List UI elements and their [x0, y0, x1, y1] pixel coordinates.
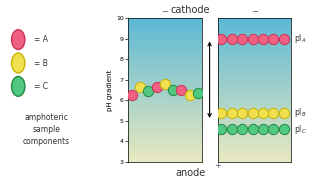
Point [271, 37, 276, 40]
Point [260, 128, 266, 130]
Point [195, 91, 200, 94]
Text: pI$_A$: pI$_A$ [294, 32, 307, 45]
Point [171, 88, 176, 91]
Y-axis label: pH gradient: pH gradient [107, 69, 113, 111]
Point [260, 37, 266, 40]
Text: = A: = A [34, 35, 48, 44]
Point [250, 111, 255, 114]
Point [229, 37, 234, 40]
Point [137, 85, 142, 88]
Point [250, 128, 255, 130]
Circle shape [12, 53, 25, 73]
Text: pI$_B$: pI$_B$ [294, 106, 307, 119]
Text: pI$_C$: pI$_C$ [294, 123, 307, 136]
Point [281, 111, 286, 114]
Text: = B: = B [34, 58, 48, 68]
Circle shape [12, 30, 25, 50]
Point [271, 128, 276, 130]
Text: +: + [214, 161, 221, 170]
Point [129, 93, 134, 96]
Point [250, 37, 255, 40]
Point [187, 93, 192, 96]
Point [229, 111, 234, 114]
Point [219, 37, 224, 40]
Point [219, 111, 224, 114]
Point [240, 37, 245, 40]
Text: cathode: cathode [171, 5, 210, 15]
Text: = C: = C [34, 82, 48, 91]
Point [229, 128, 234, 130]
Point [146, 89, 151, 92]
Point [240, 111, 245, 114]
Point [154, 86, 159, 89]
Point [271, 111, 276, 114]
Text: anode: anode [175, 168, 205, 178]
Point [281, 128, 286, 130]
Text: amphoteric
sample
components: amphoteric sample components [23, 113, 70, 146]
Circle shape [12, 76, 25, 96]
Point [162, 83, 167, 86]
Text: −: − [161, 8, 168, 17]
Text: −: − [251, 8, 258, 17]
Point [179, 89, 184, 91]
Point [281, 37, 286, 40]
Point [260, 111, 266, 114]
Point [240, 128, 245, 130]
Point [219, 128, 224, 130]
